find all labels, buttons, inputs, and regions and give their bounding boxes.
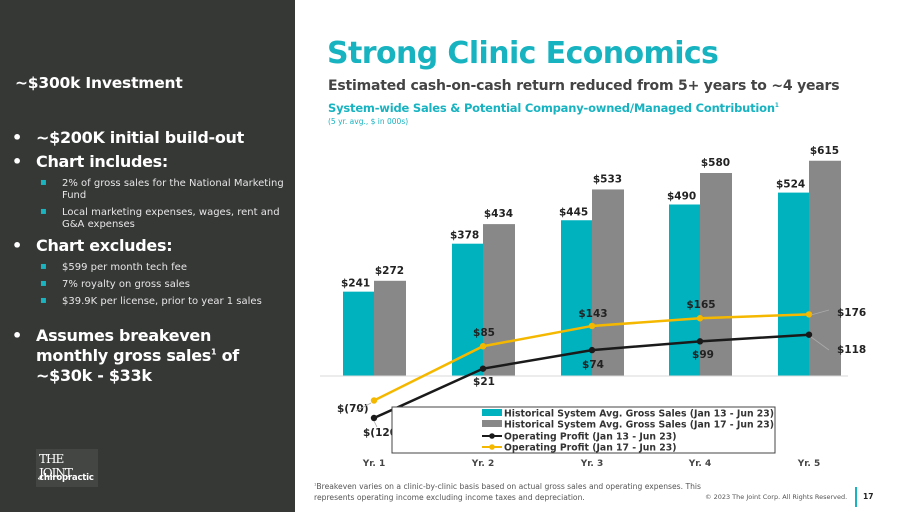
line-label: $176 [837, 307, 866, 319]
bar-label: $580 [701, 157, 730, 169]
line-label: $21 [473, 376, 495, 388]
chart-title: System-wide Sales & Potential Company-ow… [328, 101, 779, 115]
bar-5-historical-jan17 [809, 160, 841, 376]
sub-bullet-dot: ▪ [40, 295, 47, 306]
bullet-text: Chart includes: [36, 152, 169, 171]
logo-wordmark: THE JOINT [39, 452, 73, 480]
legend-label: Operating Profit (Jan 17 - Jun 23) [504, 443, 676, 454]
legend-label: Historical System Avg. Gross Sales (Jan … [504, 409, 774, 420]
legend-swatch-yellow-marker [489, 444, 495, 450]
sidebar: ~$300k Investment • ~$200K initial build… [0, 0, 295, 512]
bullet-dot: • [12, 326, 23, 345]
operating-profit-jan17-point [588, 322, 596, 330]
x-tick-label: Yr. 3 [580, 459, 604, 469]
leader-line [810, 336, 830, 351]
investment-heading: ~$300k Investment [15, 74, 183, 92]
sub-bullet-dot: ▪ [40, 261, 47, 272]
sub-bullet-dot: ▪ [40, 177, 47, 188]
bar-label: $490 [667, 191, 696, 203]
line-label: $99 [692, 349, 714, 361]
operating-profit-jan17-point [805, 311, 813, 318]
bullet-dot: • [12, 236, 23, 255]
page-number: 17 [863, 492, 874, 501]
chart-subtitle: (5 yr. avg., $ in 000s) [328, 117, 409, 126]
sub-bullet-dot: ▪ [40, 206, 47, 217]
sub-bullet-text: 7% royalty on gross sales [62, 279, 190, 290]
line-label: $85 [473, 327, 495, 339]
bar-4-historical-jan17 [700, 173, 732, 376]
bar-5-historical-jan13 [778, 192, 809, 376]
leader-line [373, 420, 378, 428]
bullet-text: Chart excludes: [36, 236, 173, 255]
legend-swatch-black-marker [489, 433, 495, 439]
operating-profit-jan17-point [370, 397, 378, 404]
copyright: © 2023 The Joint Corp. All Rights Reserv… [705, 493, 848, 501]
bar-1-historical-jan13 [343, 291, 374, 376]
line-label: $118 [837, 344, 866, 356]
bar-label: $434 [484, 208, 513, 220]
sub-bullet-text: $39.9K per license, prior to year 1 sale… [62, 296, 262, 307]
x-tick-label: Yr. 1 [362, 459, 386, 469]
line-label: $(70) [337, 403, 369, 415]
x-tick-label: Yr. 2 [471, 459, 495, 469]
bar-1-historical-jan17 [374, 280, 406, 376]
operating-profit-jan13-point [696, 338, 704, 345]
legend-swatch-teal [482, 409, 502, 416]
operating-profit-jan17-point [696, 315, 704, 322]
sub-bullet-dot: ▪ [40, 278, 47, 289]
line-label: $74 [582, 359, 604, 371]
sub-bullet-text: 2% of gross sales for the National Marke… [62, 178, 284, 201]
bar-label: $241 [341, 278, 370, 290]
bullet-dot: • [12, 152, 23, 171]
x-tick-label: Yr. 4 [688, 459, 712, 469]
bar-label: $272 [375, 265, 404, 277]
leader-line [355, 402, 372, 412]
page-subtitle: Estimated cash-on-cash return reduced fr… [328, 78, 840, 94]
chart-legend [391, 406, 776, 454]
legend-swatch-gray [482, 420, 502, 427]
logo-tagline: chiropractic [39, 473, 94, 483]
company-logo: THE JOINT chiropractic [36, 449, 98, 487]
operating-profit-jan13-point [370, 414, 378, 422]
bar-2-historical-jan17 [483, 224, 515, 376]
operating-profit-jan13-point [588, 346, 596, 354]
bullet-dot: • [12, 128, 23, 147]
bar-4-historical-jan13 [669, 204, 700, 376]
legend-label: Operating Profit (Jan 13 - Jun 23) [504, 432, 676, 443]
leader-line [810, 309, 830, 316]
sub-bullet-text: Local marketing expenses, wages, rent an… [62, 207, 280, 230]
operating-profit-jan13-point [479, 365, 487, 372]
bar-2-historical-jan13 [452, 243, 483, 376]
legend-label: Historical System Avg. Gross Sales (Jan … [504, 420, 774, 431]
footnote: 1Breakeven varies on a clinic-by-clinic … [314, 481, 701, 502]
operating-profit-jan13-point [805, 331, 813, 338]
bar-label: $524 [776, 179, 805, 191]
page-title: Strong Clinic Economics [327, 36, 719, 71]
bar-label: $533 [593, 173, 622, 185]
operating-profit-jan17-point [479, 343, 487, 350]
sub-bullet-text: $599 per month tech fee [62, 262, 187, 273]
line-label: $143 [578, 308, 607, 320]
bullet-text: ~$200K initial build-out [36, 128, 244, 147]
x-tick-label: Yr. 5 [797, 459, 821, 469]
bar-label: $378 [450, 230, 479, 242]
bullet-text: Assumes breakeven monthly gross sales1 o… [36, 326, 239, 385]
bar-label: $615 [810, 145, 839, 157]
line-label: $165 [686, 299, 715, 311]
footer-divider [855, 487, 857, 507]
bar-3-historical-jan17 [592, 189, 624, 376]
bar-label: $445 [559, 206, 588, 218]
